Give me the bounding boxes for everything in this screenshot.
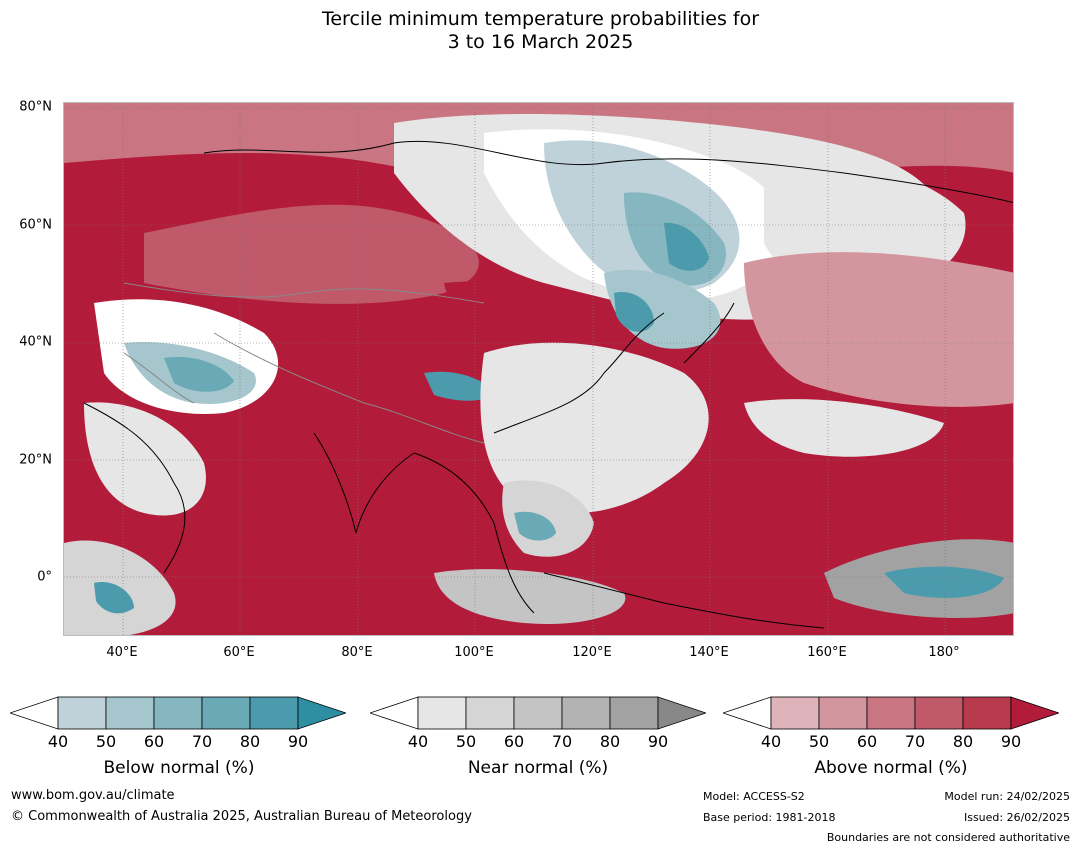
colorbar-segment: [417, 696, 467, 730]
colorbar-segment: [962, 696, 1012, 730]
colorbar-segment: [153, 696, 203, 730]
colorbar-near-normal: [370, 696, 706, 730]
colorbar-tick-label: 90: [287, 732, 309, 751]
lon-tick-180: 180°: [928, 645, 960, 660]
region-indochina-near: [502, 480, 594, 557]
colorbar-segment: [105, 696, 155, 730]
lon-tick-140e: 140°E: [689, 645, 729, 660]
colorbar-segment: [818, 696, 868, 730]
lat-tick-60n: 60°N: [19, 217, 52, 233]
colorbar-tick-label: 50: [455, 732, 477, 751]
colorbar-low-extension: [370, 696, 419, 730]
map-svg: [64, 103, 1013, 635]
colorbar-label-above: Above normal (%): [814, 758, 968, 778]
colorbar-below-normal: [10, 696, 346, 730]
region-siberia-core: [664, 222, 709, 271]
colorbar-tick-label: 70: [904, 732, 926, 751]
lon-tick-80e: 80°E: [341, 645, 373, 660]
colorbar-tick-label: 40: [760, 732, 782, 751]
title-line-1: Tercile minimum temperature probabilitie…: [321, 8, 760, 30]
region-maritime-near: [434, 569, 626, 624]
region-korea-below: [614, 292, 654, 332]
colorbar-segment: [866, 696, 916, 730]
region-arabia-near: [84, 402, 206, 516]
region-tibet-below: [424, 371, 494, 401]
lon-tick-40e: 40°E: [106, 645, 138, 660]
colorbar-tick-label: 60: [503, 732, 525, 751]
colorbar-tick-label: 70: [551, 732, 573, 751]
colorbar-segment: [1010, 696, 1059, 730]
title-line-2: 3 to 16 March 2025: [447, 31, 634, 53]
lat-tick-80n: 80°N: [19, 99, 52, 115]
colorbar-segment: [249, 696, 299, 730]
lat-tick-40n: 40°N: [19, 334, 52, 350]
region-indochina-below: [514, 511, 556, 541]
region-china-near: [480, 342, 709, 514]
map-gridlines: [64, 103, 1013, 635]
colorbar-segment: [657, 696, 706, 730]
colorbar-segment: [914, 696, 964, 730]
colorbar-segment: [57, 696, 107, 730]
lon-tick-160e: 160°E: [807, 645, 847, 660]
colorbar-tick-label: 40: [47, 732, 69, 751]
colorbar-segment: [513, 696, 563, 730]
region-pacific-near-band: [744, 399, 944, 457]
colorbar-tick-label: 80: [952, 732, 974, 751]
colorbar-above-normal: [723, 696, 1059, 730]
colorbar-tick-label: 80: [599, 732, 621, 751]
lat-tick-0: 0°: [37, 569, 52, 585]
model-name: Model: ACCESS-S2: [703, 790, 805, 803]
probability-map[interactable]: [63, 102, 1014, 636]
colorbar-segment: [201, 696, 251, 730]
boundaries-disclaimer: Boundaries are not considered authoritat…: [826, 831, 1070, 844]
lat-tick-20n: 20°N: [19, 452, 52, 468]
colorbar-segment: [465, 696, 515, 730]
lon-tick-60e: 60°E: [223, 645, 255, 660]
colorbar-svg: [723, 696, 1059, 730]
website-link[interactable]: www.bom.gov.au/climate: [11, 788, 175, 803]
colorbar-segment: [561, 696, 611, 730]
colorbar-svg: [370, 696, 706, 730]
colorbar-low-extension: [723, 696, 772, 730]
colorbar-low-extension: [10, 696, 59, 730]
colorbar-tick-label: 80: [239, 732, 261, 751]
colorbar-segment: [609, 696, 659, 730]
region-pacific-below: [884, 566, 1004, 598]
colorbar-label-below: Below normal (%): [103, 758, 255, 778]
colorbar-tick-label: 90: [647, 732, 669, 751]
lon-tick-120e: 120°E: [572, 645, 612, 660]
colorbar-segment: [297, 696, 346, 730]
colorbar-svg: [10, 696, 346, 730]
base-period: Base period: 1981-2018: [703, 811, 836, 824]
copyright-text: © Commonwealth of Australia 2025, Austra…: [11, 809, 472, 824]
issued-date: Issued: 26/02/2025: [963, 811, 1070, 824]
colorbar-tick-label: 70: [191, 732, 213, 751]
colorbar-tick-label: 40: [407, 732, 429, 751]
colorbar-tick-label: 50: [95, 732, 117, 751]
region-mongolia-red: [444, 281, 586, 332]
map-title: Tercile minimum temperature probabilitie…: [0, 8, 1081, 54]
colorbar-label-near: Near normal (%): [467, 758, 609, 778]
colorbar-tick-label: 50: [808, 732, 830, 751]
lon-tick-100e: 100°E: [454, 645, 494, 660]
colorbar-tick-label: 60: [856, 732, 878, 751]
region-iran-below-strong: [164, 356, 234, 392]
colorbar-segment: [770, 696, 820, 730]
colorbar-tick-label: 60: [143, 732, 165, 751]
region-africa-below: [94, 582, 134, 614]
colorbar-tick-label: 90: [1000, 732, 1022, 751]
region-west-russia: [144, 204, 479, 304]
region-pacific-red-light: [744, 252, 1013, 407]
country-borders: [123, 282, 485, 444]
model-run-date: Model run: 24/02/2025: [944, 790, 1070, 803]
coastlines: [83, 140, 1013, 629]
